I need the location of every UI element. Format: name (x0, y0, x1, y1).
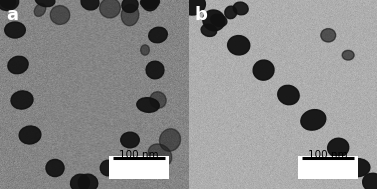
Ellipse shape (225, 6, 237, 19)
Text: b: b (195, 6, 208, 24)
Ellipse shape (328, 138, 349, 157)
Ellipse shape (203, 10, 225, 31)
Ellipse shape (142, 0, 158, 11)
Ellipse shape (34, 4, 46, 16)
Ellipse shape (228, 36, 250, 55)
Ellipse shape (0, 0, 19, 11)
Text: a: a (6, 6, 18, 24)
Ellipse shape (182, 0, 205, 15)
Ellipse shape (46, 159, 64, 177)
Ellipse shape (137, 98, 159, 112)
Ellipse shape (81, 0, 99, 10)
Text: 100 nm: 100 nm (308, 150, 348, 160)
Ellipse shape (150, 92, 166, 108)
Ellipse shape (70, 174, 89, 189)
Ellipse shape (148, 144, 172, 166)
Ellipse shape (78, 174, 98, 189)
Ellipse shape (8, 56, 28, 74)
Text: 100 nm: 100 nm (120, 150, 159, 160)
Ellipse shape (253, 60, 274, 80)
Ellipse shape (201, 24, 217, 36)
Bar (298, 156, 359, 178)
Ellipse shape (141, 45, 149, 55)
Ellipse shape (149, 27, 167, 43)
Ellipse shape (346, 159, 370, 177)
Ellipse shape (19, 126, 41, 144)
Ellipse shape (233, 2, 248, 15)
Ellipse shape (211, 14, 227, 26)
Ellipse shape (100, 160, 116, 176)
Ellipse shape (146, 61, 164, 79)
Ellipse shape (342, 50, 354, 60)
Ellipse shape (321, 29, 336, 42)
Ellipse shape (121, 132, 139, 148)
Ellipse shape (50, 5, 70, 24)
Ellipse shape (278, 85, 299, 105)
Ellipse shape (159, 129, 181, 151)
Ellipse shape (121, 4, 139, 26)
Ellipse shape (35, 0, 55, 7)
Ellipse shape (122, 0, 138, 12)
Ellipse shape (301, 110, 326, 130)
Bar (109, 156, 169, 179)
Ellipse shape (0, 0, 16, 8)
Ellipse shape (363, 173, 377, 189)
Ellipse shape (141, 0, 159, 9)
Ellipse shape (5, 22, 25, 38)
Ellipse shape (100, 0, 120, 18)
Ellipse shape (11, 91, 33, 109)
